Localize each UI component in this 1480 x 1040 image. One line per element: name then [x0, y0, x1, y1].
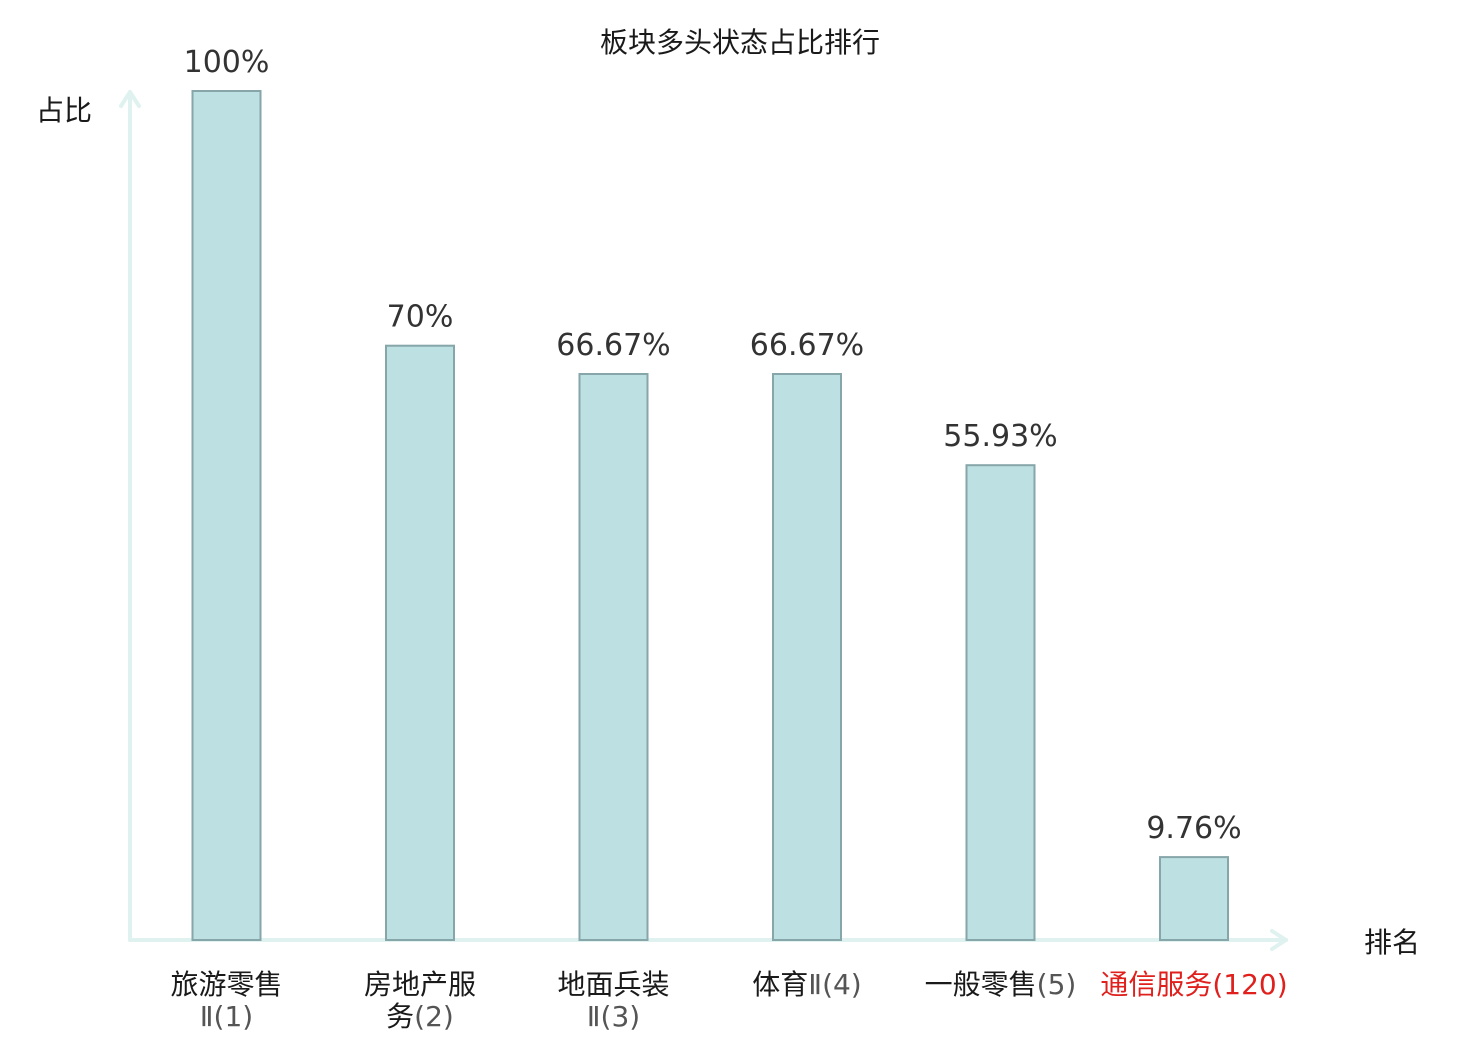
category-label-3-line-1: 地面兵装: [557, 968, 669, 1001]
category-rank: Ⅱ(3): [587, 1000, 640, 1033]
category-label-6-line-1: 通信服务(120): [1100, 968, 1287, 1001]
bar-1: [191, 90, 262, 941]
chart-title: 板块多头状态占比排行: [600, 26, 880, 59]
category-rank: Ⅱ(1): [200, 1000, 253, 1033]
category-label-4-line-1: 体育Ⅱ(4): [752, 968, 861, 1001]
x-axis: [128, 929, 1288, 951]
category-name: 房地产服: [364, 968, 476, 1001]
bar-6: [1159, 856, 1229, 941]
category-label-3-line-2: Ⅱ(3): [587, 1000, 640, 1033]
bars: [191, 90, 1229, 941]
bar-5: [965, 464, 1036, 941]
category-rank: Ⅱ(4): [808, 968, 861, 1001]
category-name: 旅游零售: [170, 968, 282, 1001]
value-labels: 100% 70% 66.67% 66.67% 55.93% 9.76%: [184, 45, 1242, 846]
category-rank: (2): [414, 1000, 454, 1033]
category-label-5-line-1: 一般零售(5): [925, 968, 1077, 1001]
y-axis: [119, 90, 141, 942]
category-label-2-line-2: 务(2): [386, 1000, 454, 1033]
category-label-2-line-1: 房地产服: [364, 968, 476, 1001]
value-label-1: 100%: [184, 45, 270, 80]
category-rank: (120): [1212, 968, 1287, 1001]
y-axis-label: 占比: [36, 94, 92, 127]
bar-4: [772, 373, 842, 941]
category-label-1-line-1: 旅游零售: [170, 968, 282, 1001]
value-label-3: 66.67%: [556, 328, 670, 363]
bar-3: [578, 373, 649, 941]
category-name: 体育: [752, 968, 808, 1001]
value-label-4: 66.67%: [750, 328, 864, 363]
category-name: 务: [386, 1000, 414, 1033]
x-axis-label: 排名: [1364, 926, 1420, 959]
bar-2: [385, 344, 455, 941]
category-name: 地面兵装: [557, 968, 669, 1001]
value-label-6: 9.76%: [1146, 811, 1241, 846]
category-name: 一般零售: [925, 968, 1037, 1001]
category-name: 通信服务: [1100, 968, 1212, 1001]
category-label-1-line-2: Ⅱ(1): [200, 1000, 253, 1033]
value-label-5: 55.93%: [943, 419, 1057, 454]
category-rank: (5): [1037, 968, 1077, 1001]
value-label-2: 70%: [387, 300, 454, 335]
